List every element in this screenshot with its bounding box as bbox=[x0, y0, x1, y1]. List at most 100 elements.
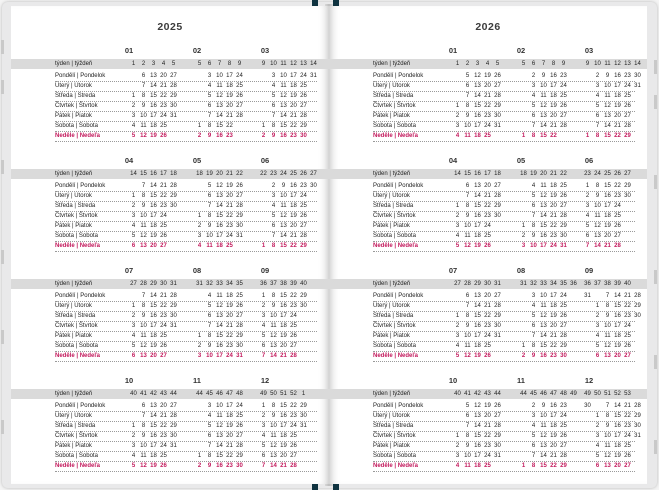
day-number[interactable]: 13 bbox=[604, 113, 611, 119]
day-number[interactable]: 22 bbox=[226, 333, 233, 339]
day-number[interactable]: 23 bbox=[226, 223, 233, 229]
day-number[interactable]: 30 bbox=[634, 423, 641, 429]
day-number[interactable]: 4 bbox=[455, 233, 460, 239]
day-number[interactable]: 9 bbox=[595, 193, 600, 199]
day-number[interactable]: 6 bbox=[207, 103, 212, 109]
day-number[interactable]: 4 bbox=[271, 203, 276, 209]
day-number[interactable]: 29 bbox=[170, 303, 177, 309]
day-number[interactable]: 19 bbox=[290, 213, 297, 219]
day-number[interactable]: 13 bbox=[216, 313, 223, 319]
day-number[interactable]: 23 bbox=[290, 303, 297, 309]
day-number[interactable]: 6 bbox=[131, 243, 136, 249]
day-number[interactable]: 7 bbox=[465, 303, 470, 309]
day-number[interactable]: 28 bbox=[560, 123, 567, 129]
day-number[interactable]: 3 bbox=[455, 123, 460, 129]
day-number[interactable]: 22 bbox=[624, 303, 631, 309]
day-number[interactable]: 28 bbox=[494, 423, 501, 429]
day-number[interactable]: 10 bbox=[216, 73, 223, 79]
day-number[interactable]: 10 bbox=[594, 203, 601, 209]
day-number[interactable]: 28 bbox=[494, 93, 501, 99]
day-number[interactable]: 7 bbox=[531, 213, 536, 219]
day-number[interactable]: 4 bbox=[595, 93, 600, 99]
day-number[interactable]: 22 bbox=[226, 213, 233, 219]
day-number[interactable]: 25 bbox=[484, 133, 491, 139]
day-number[interactable]: 12 bbox=[216, 93, 223, 99]
day-number[interactable]: 16 bbox=[474, 113, 481, 119]
day-number[interactable]: 13 bbox=[540, 203, 547, 209]
day-number[interactable]: 7 bbox=[531, 453, 536, 459]
day-number[interactable]: 5 bbox=[531, 433, 536, 439]
day-number[interactable]: 25 bbox=[624, 443, 631, 449]
day-number[interactable]: 1 bbox=[131, 93, 136, 99]
day-number[interactable]: 10 bbox=[206, 353, 213, 359]
day-number[interactable]: 10 bbox=[464, 453, 471, 459]
day-number[interactable]: 11 bbox=[140, 333, 147, 339]
day-number[interactable]: 5 bbox=[585, 223, 590, 229]
day-number[interactable]: 12 bbox=[216, 423, 223, 429]
day-number[interactable]: 16 bbox=[614, 313, 621, 319]
day-number[interactable]: 12 bbox=[604, 343, 611, 349]
day-number[interactable]: 14 bbox=[604, 123, 611, 129]
day-number[interactable]: 15 bbox=[150, 423, 157, 429]
day-number[interactable]: 8 bbox=[207, 453, 212, 459]
day-number[interactable]: 19 bbox=[226, 303, 233, 309]
day-number[interactable]: 13 bbox=[216, 433, 223, 439]
day-number[interactable]: 18 bbox=[216, 243, 223, 249]
day-number[interactable]: 30 bbox=[624, 193, 631, 199]
day-number[interactable]: 20 bbox=[484, 413, 491, 419]
day-number[interactable]: 26 bbox=[300, 213, 307, 219]
day-number[interactable]: 22 bbox=[614, 133, 621, 139]
day-number[interactable]: 18 bbox=[550, 423, 557, 429]
day-number[interactable]: 21 bbox=[226, 113, 233, 119]
day-number[interactable]: 8 bbox=[271, 243, 276, 249]
day-number[interactable]: 9 bbox=[207, 343, 212, 349]
day-number[interactable]: 22 bbox=[290, 403, 297, 409]
day-number[interactable]: 26 bbox=[614, 223, 621, 229]
day-number[interactable]: 18 bbox=[550, 183, 557, 189]
day-number[interactable]: 14 bbox=[150, 183, 157, 189]
day-number[interactable]: 13 bbox=[280, 103, 287, 109]
day-number[interactable]: 13 bbox=[216, 103, 223, 109]
day-number[interactable]: 16 bbox=[550, 73, 557, 79]
day-number[interactable]: 18 bbox=[290, 83, 297, 89]
day-number[interactable]: 13 bbox=[540, 323, 547, 329]
day-number[interactable]: 16 bbox=[216, 133, 223, 139]
day-number[interactable]: 24 bbox=[226, 353, 233, 359]
day-number[interactable]: 12 bbox=[474, 73, 481, 79]
day-number[interactable]: 27 bbox=[560, 203, 567, 209]
day-number[interactable]: 1 bbox=[455, 433, 460, 439]
day-number[interactable]: 23 bbox=[550, 233, 557, 239]
day-number[interactable]: 30 bbox=[170, 313, 177, 319]
day-number[interactable]: 15 bbox=[474, 433, 481, 439]
day-number[interactable]: 1 bbox=[197, 453, 202, 459]
day-number[interactable]: 29 bbox=[624, 133, 631, 139]
day-number[interactable]: 27 bbox=[300, 103, 307, 109]
day-number[interactable]: 11 bbox=[594, 213, 601, 219]
day-number[interactable]: 28 bbox=[614, 243, 621, 249]
day-number[interactable]: 12 bbox=[604, 103, 611, 109]
day-number[interactable]: 20 bbox=[290, 103, 297, 109]
day-number[interactable]: 29 bbox=[494, 433, 501, 439]
day-number[interactable]: 18 bbox=[604, 213, 611, 219]
day-number[interactable]: 11 bbox=[540, 93, 547, 99]
day-number[interactable]: 30 bbox=[310, 183, 317, 189]
day-number[interactable]: 7 bbox=[141, 183, 146, 189]
day-number[interactable]: 15 bbox=[216, 213, 223, 219]
day-number[interactable]: 25 bbox=[624, 93, 631, 99]
day-number[interactable]: 26 bbox=[300, 93, 307, 99]
day-number[interactable]: 7 bbox=[141, 413, 146, 419]
day-number[interactable]: 21 bbox=[550, 453, 557, 459]
day-number[interactable]: 19 bbox=[150, 343, 157, 349]
day-number[interactable]: 22 bbox=[484, 433, 491, 439]
day-number[interactable]: 6 bbox=[465, 183, 470, 189]
day-number[interactable]: 27 bbox=[494, 413, 501, 419]
day-number[interactable]: 29 bbox=[236, 213, 243, 219]
day-number[interactable]: 30 bbox=[300, 303, 307, 309]
day-number[interactable]: 13 bbox=[474, 293, 481, 299]
day-number[interactable]: 20 bbox=[226, 313, 233, 319]
day-number[interactable]: 17 bbox=[550, 83, 557, 89]
day-number[interactable]: 16 bbox=[604, 193, 611, 199]
day-number[interactable]: 4 bbox=[585, 213, 590, 219]
day-number[interactable]: 8 bbox=[531, 133, 536, 139]
day-number[interactable]: 17 bbox=[540, 243, 547, 249]
